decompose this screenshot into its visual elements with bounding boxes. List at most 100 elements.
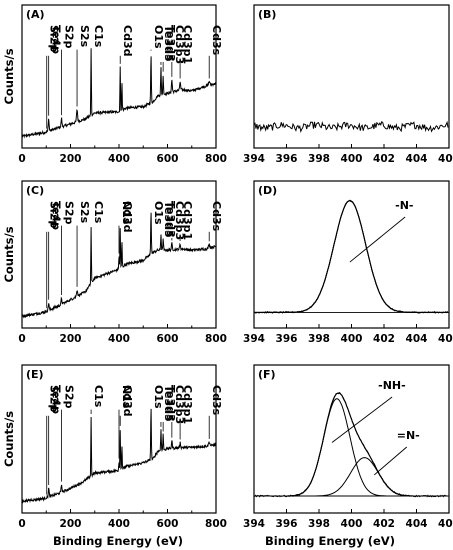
peak-label: C1s	[92, 201, 105, 224]
annotation-pointer	[331, 396, 393, 443]
peak-label: O1s	[152, 25, 165, 49]
x-tick-label: 404	[406, 518, 428, 530]
fit-component-2	[254, 457, 449, 497]
survey-spectrum-line	[21, 408, 217, 504]
peak-label: Te3d3	[164, 25, 177, 62]
x-tick-label: 402	[373, 518, 395, 530]
x-tick-label: 0	[18, 333, 25, 345]
panel-label: (E)	[26, 368, 44, 381]
y-axis-label: Counts/s	[2, 226, 16, 282]
x-tick-label: 800	[205, 153, 227, 165]
x-tick-label: 400	[108, 518, 130, 530]
panel-label: (C)	[26, 184, 44, 197]
peak-label: Cd3s	[210, 385, 223, 416]
peak-label: Te3d3	[164, 201, 177, 238]
peak-label: S2s	[78, 25, 91, 48]
peak-label: Te3d3	[164, 385, 177, 422]
x-tick-label: 406	[438, 153, 453, 165]
peak-label: Cd3p1	[181, 25, 194, 64]
peak-label: N1s	[120, 385, 133, 409]
peak-label: Si2p	[48, 385, 61, 412]
peak-label: Cd3p3	[173, 201, 186, 240]
x-tick-label: 400	[341, 153, 363, 165]
x-tick-label: 200	[60, 518, 82, 530]
peak-label: Te3d5	[162, 385, 175, 422]
plot-frame	[253, 364, 450, 514]
x-tick-label: 404	[406, 153, 428, 165]
x-tick-label: 396	[276, 518, 298, 530]
peak-label: O1s	[152, 385, 165, 409]
y-axis-label: Counts/s	[2, 411, 16, 467]
annotation-pointer	[373, 446, 408, 476]
x-tick-label: 398	[308, 518, 330, 530]
peak-label: S2p	[63, 385, 76, 409]
x-tick-label: 600	[157, 153, 179, 165]
x-tick-label: 600	[157, 333, 179, 345]
x-tick-label: 404	[406, 333, 428, 345]
x-tick-label: 400	[108, 153, 130, 165]
x-axis-label-left: Binding Energy (eV)	[53, 534, 183, 548]
x-tick-label: 394	[243, 153, 265, 165]
annotation-pointer	[349, 216, 406, 263]
fit-component-1	[254, 398, 449, 497]
survey-spectrum-line	[21, 48, 217, 139]
peak-label: Te4p	[50, 385, 63, 414]
peak-label: Te3d5	[162, 201, 175, 238]
peak-label: Si2p	[48, 201, 61, 228]
peak-label: Cd3d	[121, 25, 134, 56]
panel-label: (F)	[258, 368, 276, 381]
panel-d-n1s-spectrum: 394 396 398 400 402 404 406 (D) -N-	[243, 180, 453, 345]
fit-envelope	[254, 200, 449, 313]
fit-component-1	[254, 200, 449, 313]
x-tick-label: 402	[373, 153, 395, 165]
x-tick-label: 396	[276, 153, 298, 165]
peak-label: Cd3s	[210, 25, 223, 56]
x-tick-label: 406	[438, 333, 453, 345]
peak-label: Cd3p1	[181, 385, 194, 424]
n1s-noise-line	[253, 120, 449, 134]
survey-spectrum-line	[21, 212, 217, 319]
peak-label: Cd3p1	[181, 201, 194, 240]
peak-label: Cd3s	[210, 201, 223, 232]
x-tick-label: 400	[341, 518, 363, 530]
x-tick-label: 0	[18, 518, 25, 530]
panel-label: (A)	[26, 8, 45, 21]
x-tick-label: 600	[157, 518, 179, 530]
component-label: -N-	[395, 199, 413, 212]
peak-label: S2p	[63, 201, 76, 225]
panel-label: (B)	[258, 8, 276, 21]
x-tick-label: 394	[243, 518, 265, 530]
x-tick-label: 400	[108, 333, 130, 345]
peak-label: N1s	[120, 201, 133, 225]
raw-spectrum-line	[254, 391, 449, 498]
panel-b-n1s-spectrum: 394 396 398 400 402 404 406 (B)	[243, 4, 453, 165]
x-tick-label: 406	[438, 518, 453, 530]
x-tick-label: 396	[276, 333, 298, 345]
peak-label: Si2p	[48, 25, 61, 52]
peak-label: O1s	[152, 201, 165, 225]
x-tick-label: 200	[60, 153, 82, 165]
peak-label: Cd3p3	[173, 25, 186, 64]
panel-f-n1s-spectrum: 394 396 398 400 402 404 406 (F) -NH- =N-	[243, 364, 453, 530]
x-tick-label: 200	[60, 333, 82, 345]
peak-label: Cd3d	[121, 385, 134, 416]
x-tick-label: 398	[308, 333, 330, 345]
component-label: =N-	[397, 429, 420, 442]
x-tick-label: 800	[205, 333, 227, 345]
raw-spectrum-line	[253, 199, 449, 314]
peak-label: C1s	[92, 25, 105, 48]
component-label: -NH-	[378, 379, 406, 392]
x-tick-label: 398	[308, 153, 330, 165]
peak-label: C1s	[92, 385, 105, 408]
peak-label: S2s	[78, 201, 91, 224]
peak-label: Cd3p3	[173, 385, 186, 424]
x-tick-label: 800	[205, 518, 227, 530]
x-tick-label: 394	[243, 333, 265, 345]
peak-label: S2p	[63, 25, 76, 49]
panel-label: (D)	[258, 184, 277, 197]
peak-label: Te4p	[50, 25, 63, 54]
